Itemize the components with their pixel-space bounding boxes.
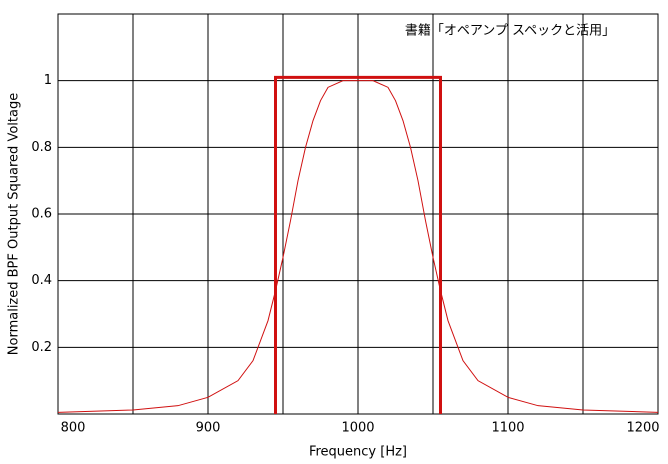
x-tick-label: 900 [196, 421, 221, 436]
x-tick-label: 1200 [626, 421, 659, 436]
plot-border [57, 13, 659, 415]
annotation: 書籍「オペアンプ スペックと活用」 [405, 23, 615, 39]
y-axis-label: Normalized BPF Output Squared Voltage [7, 93, 22, 355]
x-tick-label: 1100 [491, 421, 524, 436]
y-tick-label: 0.8 [31, 140, 52, 155]
x-axis-label: Frequency [Hz] [309, 445, 407, 460]
y-tick-label: 1 [44, 73, 52, 88]
x-tick-label: 800 [61, 421, 86, 436]
x-tick-label: 1000 [341, 421, 374, 436]
series-line [57, 80, 659, 413]
series-line [274, 75, 442, 414]
y-tick-label: 0.6 [31, 207, 52, 222]
y-tick-label: 0.4 [31, 273, 52, 288]
y-tick-label: 0.2 [31, 340, 52, 355]
